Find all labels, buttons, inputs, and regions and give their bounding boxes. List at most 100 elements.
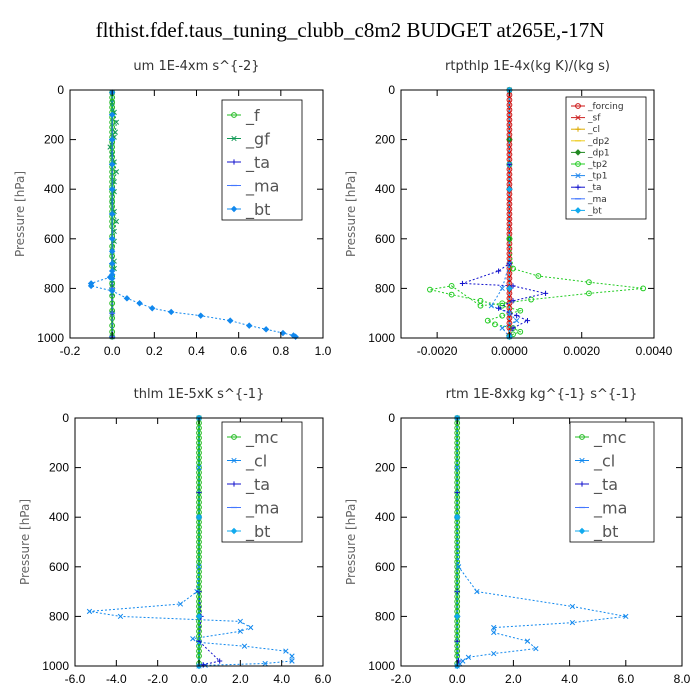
- legend-marker: [231, 481, 237, 487]
- data-point: [474, 588, 480, 595]
- data-point: [289, 658, 295, 664]
- panel-4: rtm 1E-8xkg kg^{-1} s^{-1} Pressure [hPa]…: [344, 387, 691, 686]
- data-point: [465, 654, 472, 660]
- data-point: [195, 613, 203, 620]
- legend-label: _mc: [593, 428, 626, 448]
- data-point: [149, 305, 156, 312]
- x-tick-label: -4.0: [106, 672, 127, 686]
- data-point: [241, 643, 248, 649]
- data-point: [524, 318, 531, 324]
- x-tick-label: -0.0020: [417, 344, 458, 358]
- data-point: [108, 210, 116, 218]
- legend-marker: [231, 457, 237, 464]
- series-cl: [454, 415, 629, 669]
- data-point: [510, 298, 516, 304]
- x-tick-label: 0.0: [104, 344, 121, 358]
- legend: _mc _cl _ta _ma _bt: [221, 421, 303, 543]
- x-tick-label: 8.0: [674, 672, 691, 686]
- data-point: [167, 308, 175, 316]
- data-point: [113, 119, 120, 125]
- y-tick-label: 600: [44, 232, 64, 246]
- data-point: [427, 286, 433, 293]
- data-point: [491, 650, 497, 657]
- x-tick-label: 0.0000: [491, 344, 528, 358]
- y-axis-label: Pressure [hPa]: [18, 499, 32, 585]
- x-tick-label: 0.0040: [636, 344, 673, 358]
- legend-label: _forcing: [587, 102, 624, 112]
- data-point: [453, 613, 461, 620]
- data-point: [510, 265, 516, 272]
- y-tick-label: 400: [375, 182, 395, 196]
- data-point: [459, 280, 466, 287]
- data-point: [510, 283, 516, 289]
- x-tick-label: 6.0: [315, 672, 332, 686]
- y-tick-label: 600: [375, 560, 395, 574]
- legend-box: [221, 99, 303, 221]
- x-tick-label: 4.0: [561, 672, 578, 686]
- legend-marker: [230, 205, 238, 213]
- data-point: [237, 618, 243, 625]
- series-bt: [87, 89, 299, 340]
- series-line: [429, 90, 644, 338]
- x-tick-label: -2.0: [391, 672, 412, 686]
- data-point: [499, 285, 505, 292]
- data-point: [106, 274, 114, 281]
- legend-marker: [575, 103, 581, 109]
- x-tick-label: 0.4: [188, 344, 205, 358]
- plot-frame: [400, 89, 655, 339]
- x-tick-label: 2.0: [232, 672, 249, 686]
- data-point: [506, 235, 513, 242]
- y-tick-label: 800: [44, 281, 64, 295]
- y-tick-label: 400: [375, 510, 395, 524]
- data-point: [453, 513, 461, 521]
- legend-label: _tp1: [587, 172, 607, 182]
- panel-2: rtpthlp 1E-4x(kg K)/(kg s) Pressure [hPa]…: [344, 59, 673, 358]
- legend-label: _sf: [587, 114, 601, 124]
- data-point: [514, 317, 520, 324]
- panel-title: rtpthlp 1E-4x(kg K)/(kg s): [445, 59, 610, 74]
- data-point: [111, 179, 117, 185]
- y-axis-label: Pressure [hPa]: [13, 171, 27, 257]
- legend-marker: [579, 434, 585, 440]
- legend-label: _ma: [245, 499, 279, 519]
- legend-marker: [579, 481, 585, 487]
- x-tick-label: 0.0: [449, 672, 466, 686]
- data-point: [123, 295, 131, 302]
- series-bt: [195, 414, 203, 670]
- legend-marker: [575, 114, 581, 121]
- legend-label: _f: [245, 106, 260, 126]
- data-point: [248, 624, 254, 631]
- data-point: [455, 564, 462, 570]
- legend-marker: [231, 135, 237, 142]
- series-line: [198, 418, 221, 667]
- data-point: [535, 273, 542, 279]
- legend-label: _bt: [245, 522, 270, 542]
- legend: _f _gf _ta _ma _bt: [221, 99, 303, 221]
- legend-label: _dp2: [587, 137, 610, 147]
- y-tick-label: 200: [44, 133, 64, 147]
- legend-label: _ma: [587, 195, 607, 205]
- y-tick-label: 800: [375, 281, 395, 295]
- data-point: [108, 287, 116, 295]
- legend-label: _cl: [593, 452, 615, 472]
- x-tick-label: 0.0: [191, 672, 208, 686]
- data-point: [623, 613, 629, 620]
- legend-marker: [575, 161, 581, 167]
- data-point: [86, 608, 93, 615]
- legend-marker: [575, 126, 581, 132]
- legend-box: [221, 421, 303, 543]
- y-tick-label: 200: [49, 461, 69, 475]
- data-point: [113, 169, 120, 175]
- data-point: [136, 300, 143, 307]
- data-point: [488, 303, 495, 309]
- legend-label: _ta: [587, 183, 602, 193]
- y-axis-label: Pressure [hPa]: [344, 171, 358, 257]
- data-point: [499, 325, 505, 331]
- data-point: [217, 658, 223, 664]
- y-tick-label: 600: [375, 232, 395, 246]
- x-tick-label: -0.2: [60, 344, 81, 358]
- legend-marker: [579, 457, 585, 464]
- data-point: [510, 325, 516, 331]
- data-point: [227, 317, 234, 324]
